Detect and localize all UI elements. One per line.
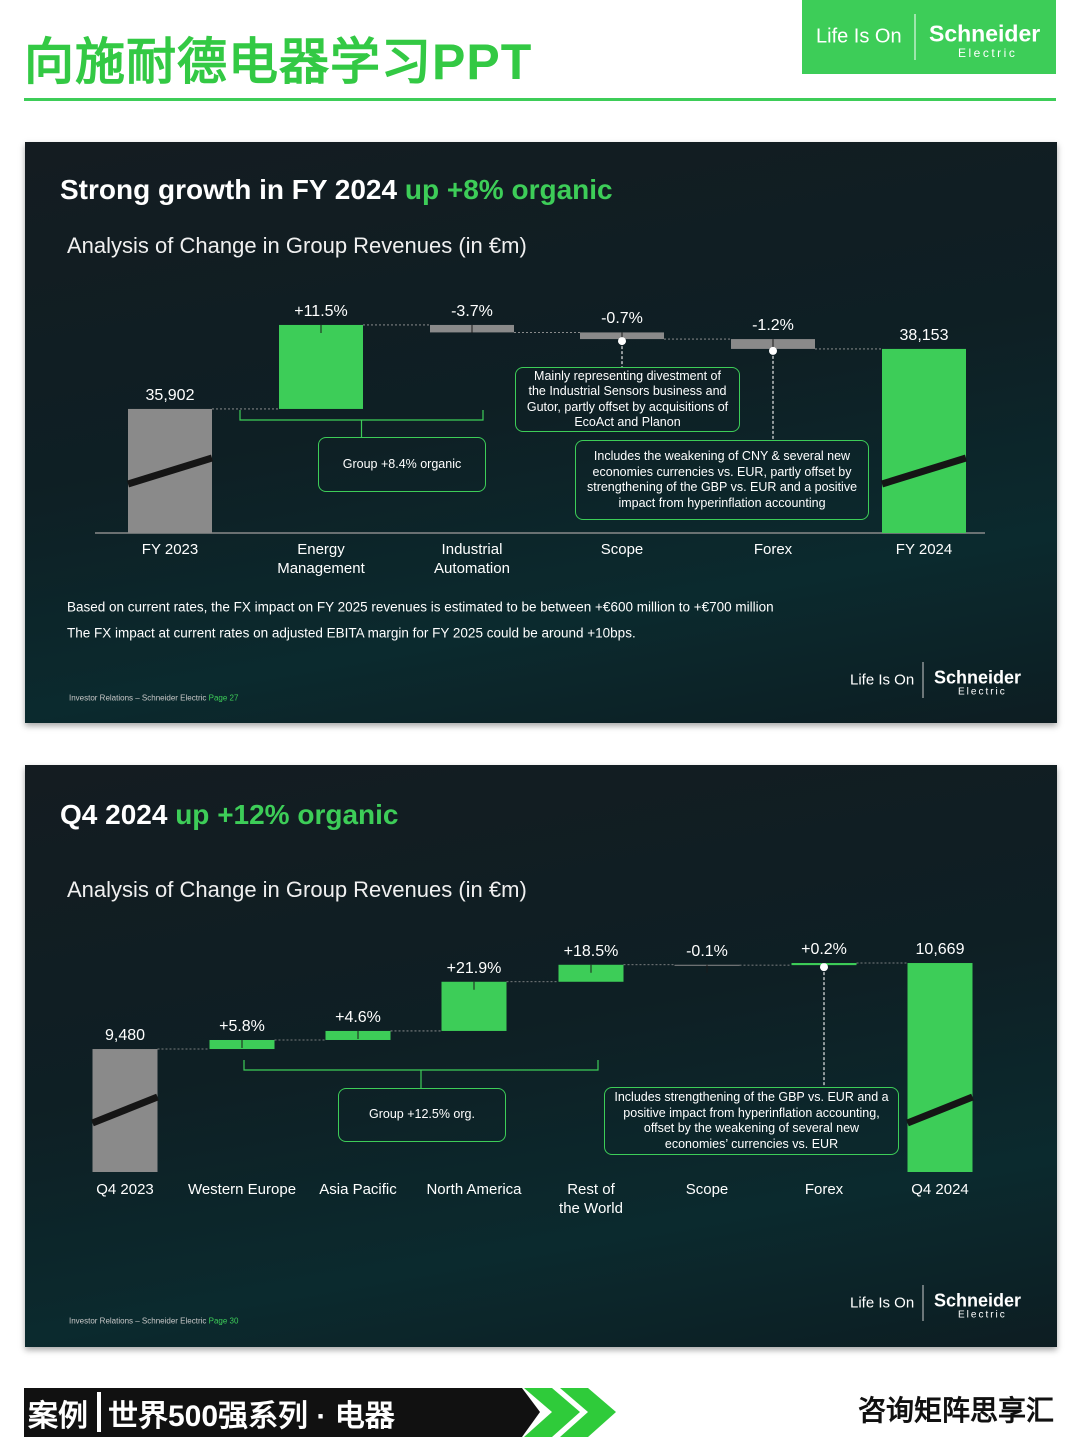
- slide-logo-sub: Electric: [958, 686, 1007, 698]
- step-bar: [279, 324, 363, 409]
- slide-logo-brand: Schneider: [934, 1290, 1022, 1311]
- callout-dot: [769, 346, 777, 355]
- x-tick-label: Q4 2023: [96, 1181, 154, 1198]
- axis-break: [126, 454, 214, 488]
- logo-tagline: Life Is On: [816, 25, 902, 48]
- footer-series: 世界500强系列 · 电器: [108, 1400, 395, 1433]
- note: The FX impact at current rates on adjust…: [67, 625, 636, 641]
- x-tick-label: Western Europe: [187, 1181, 297, 1198]
- callout: Includes the weakening of CNY & several …: [575, 440, 869, 520]
- axis-break: [91, 1093, 159, 1127]
- bracket: [243, 1060, 599, 1088]
- title-main: Q4 2024: [60, 799, 168, 830]
- callout: Mainly representing divestment of the In…: [515, 367, 740, 432]
- chevron: [524, 1388, 580, 1437]
- note: Based on current rates, the FX impact on…: [67, 599, 774, 615]
- slide-subtitle: Analysis of Change in Group Revenues (in…: [67, 877, 527, 902]
- title-highlight: up +12% organic: [175, 799, 399, 830]
- growth-label: +11.5%: [294, 302, 348, 320]
- header-title: 向施耐德电器学习PPT: [24, 34, 533, 90]
- value-label: 10,669: [915, 941, 965, 959]
- total-bar: [907, 963, 973, 1172]
- footer-banner: [24, 1388, 540, 1437]
- step-bar: [441, 981, 507, 1031]
- slide-title: Strong growth in FY 2024 up +8% organic: [60, 174, 613, 206]
- callout: Group +12.5% org.: [338, 1088, 506, 1142]
- x-tick-label: FY 2023: [141, 541, 199, 558]
- logo-sub: Electric: [958, 46, 1018, 60]
- growth-label: -3.7%: [451, 302, 493, 320]
- slide-logo-sub: Electric: [958, 1309, 1007, 1321]
- growth-label: +4.6%: [335, 1008, 381, 1026]
- value-label: 9,480: [104, 1027, 146, 1045]
- x-tick-label: Industrial Automation: [434, 541, 510, 577]
- x-tick-label: FY 2024: [895, 541, 953, 558]
- growth-label: +0.2%: [801, 941, 847, 959]
- value-label: 35,902: [145, 386, 195, 404]
- x-tick-label: Forex: [753, 541, 793, 558]
- header-rule: [24, 98, 1056, 101]
- footer-divider: [97, 1392, 101, 1432]
- x-tick-label: Scope: [685, 1181, 729, 1198]
- growth-label: +21.9%: [446, 959, 502, 977]
- x-tick-label: Asia Pacific: [319, 1181, 397, 1198]
- source-text: Investor Relations – Schneider Electric: [69, 693, 207, 703]
- footer-label: 案例: [28, 1400, 88, 1433]
- chevron: [560, 1388, 616, 1437]
- slide-logo-brand: Schneider: [934, 667, 1022, 688]
- step-bar: [558, 964, 624, 982]
- title-highlight: up +8% organic: [404, 174, 613, 205]
- x-tick-label: North America: [426, 1181, 522, 1198]
- logo-box: [802, 0, 1056, 74]
- x-tick-label: Scope: [600, 541, 644, 558]
- x-tick-label: Q4 2024: [911, 1181, 969, 1198]
- axis-break: [906, 1093, 974, 1127]
- x-tick-label: Rest of the World: [559, 1181, 623, 1217]
- growth-label: -1.2%: [752, 317, 794, 335]
- slide-subtitle: Analysis of Change in Group Revenues (in…: [67, 233, 527, 258]
- slide-logo-tagline: Life Is On: [850, 1294, 915, 1312]
- growth-label: -0.1%: [686, 942, 728, 960]
- growth-label: +5.8%: [219, 1017, 265, 1035]
- value-label: 38,153: [899, 326, 949, 344]
- growth-label: -0.7%: [601, 310, 643, 328]
- callout: Group +8.4% organic: [318, 437, 486, 492]
- page-number: Page 30: [208, 1316, 239, 1326]
- total-bar: [882, 348, 966, 533]
- slide-title: Q4 2024 up +12% organic: [60, 799, 399, 831]
- bracket: [239, 410, 484, 437]
- callout: Includes strengthening of the GBP vs. EU…: [604, 1087, 899, 1155]
- callout-dot: [820, 963, 828, 972]
- title-main: Strong growth in FY 2024: [60, 174, 398, 205]
- slide-source: Investor Relations – Schneider Electric …: [69, 694, 238, 703]
- slide-source: Investor Relations – Schneider Electric …: [69, 1317, 238, 1326]
- logo-brand: Schneider: [929, 20, 1041, 47]
- page-number: Page 27: [208, 693, 239, 703]
- axis-break: [880, 454, 968, 488]
- slide: [25, 765, 1057, 1347]
- growth-label: +18.5%: [563, 942, 619, 960]
- source-text: Investor Relations – Schneider Electric: [69, 1316, 207, 1326]
- callout-dot: [618, 337, 626, 346]
- x-tick-label: Forex: [804, 1181, 844, 1198]
- x-tick-label: Energy Management: [277, 541, 365, 577]
- footer-publisher: 咨询矩阵思享汇: [857, 1395, 1054, 1426]
- slide-logo-tagline: Life Is On: [850, 671, 915, 689]
